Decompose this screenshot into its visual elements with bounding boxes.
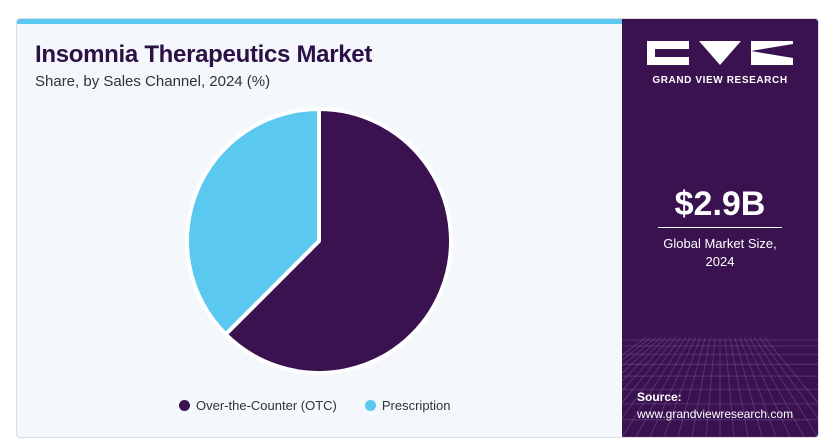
- grid-line: [622, 337, 652, 361]
- legend-item-otc: Over-the-Counter (OTC): [179, 398, 337, 413]
- grid-line: [622, 337, 662, 374]
- grid-line: [734, 337, 763, 437]
- grid-line: [691, 337, 711, 437]
- legend-item-prescription: Prescription: [364, 398, 451, 413]
- chart-title: Insomnia Therapeutics Market: [35, 41, 373, 68]
- summary-sidebar: GRAND VIEW RESEARCH $2.9B Global Market …: [622, 19, 818, 437]
- legend-label-prescription: Prescription: [381, 398, 451, 413]
- chart-panel: Insomnia Therapeutics Market Share, by S…: [17, 19, 622, 437]
- market-size-value: $2.9B: [674, 185, 766, 223]
- divider: [658, 227, 782, 228]
- grid-line: [705, 337, 716, 437]
- grid-line: [729, 337, 749, 437]
- grid-line: [744, 337, 791, 437]
- brand-name: GRAND VIEW RESEARCH: [652, 75, 788, 86]
- chart-card: Insomnia Therapeutics Market Share, by S…: [16, 18, 819, 438]
- legend-swatch-otc: [179, 400, 190, 411]
- grid-line: [635, 337, 691, 437]
- grid-line: [758, 337, 818, 419]
- pie-chart: [185, 107, 453, 375]
- brand-logo: [647, 41, 793, 65]
- pie-slice-otc: [223, 107, 453, 375]
- grid-line: [724, 337, 735, 437]
- accent-bar: [17, 19, 622, 24]
- decorative-grid: [622, 337, 818, 437]
- grid-line: [749, 337, 805, 437]
- pie-slice-prescription: [185, 107, 321, 337]
- grid-line: [622, 337, 687, 437]
- grid-line: [622, 337, 667, 382]
- legend: Over-the-Counter (OTC) Prescription: [179, 398, 451, 413]
- source-link[interactable]: www.grandviewresearch.com: [637, 407, 794, 421]
- grid-line: [753, 337, 818, 437]
- market-size-label-line1: Global Market Size,: [663, 236, 777, 251]
- grid-line: [622, 337, 682, 419]
- grid-line: [649, 337, 696, 437]
- source-label: Source:: [637, 390, 682, 404]
- legend-swatch-prescription: [364, 400, 376, 411]
- grid-line: [739, 337, 777, 437]
- chart-subtitle: Share, by Sales Channel, 2024 (%): [35, 73, 271, 90]
- grid-line: [677, 337, 706, 437]
- grid-line: [763, 337, 818, 404]
- grid-line: [663, 337, 701, 437]
- grid-line: [622, 337, 657, 367]
- market-size-label: Global Market Size, 2024: [622, 235, 818, 271]
- market-size-label-line2: 2024: [705, 254, 735, 269]
- grid-line: [622, 337, 677, 404]
- grid-line: [622, 337, 672, 392]
- grid-line: [622, 337, 647, 356]
- legend-label-otc: Over-the-Counter (OTC): [196, 398, 337, 413]
